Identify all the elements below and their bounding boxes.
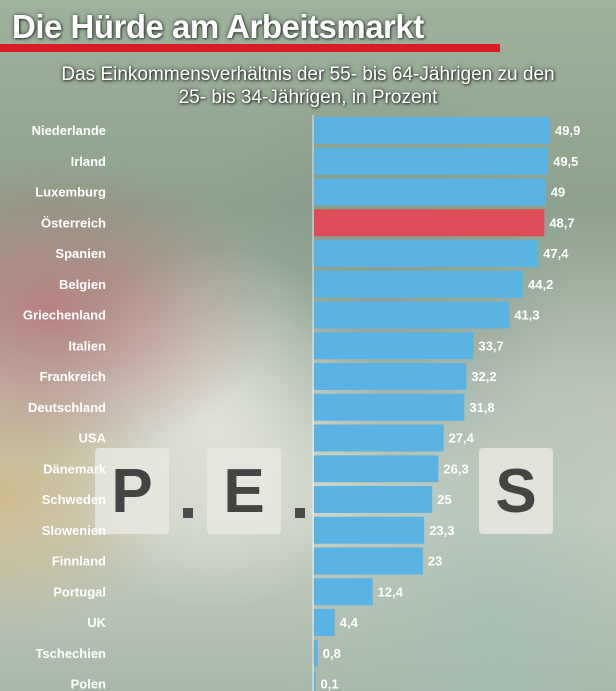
bar xyxy=(314,178,546,206)
category-label: Deutschland xyxy=(28,400,106,415)
bar xyxy=(314,547,423,575)
bar-highlighted xyxy=(314,209,545,237)
bar xyxy=(314,424,444,452)
value-label: 26,3 xyxy=(443,461,468,476)
category-label: Belgien xyxy=(59,277,106,292)
value-label: 4,4 xyxy=(340,615,359,630)
category-label: Slowenien xyxy=(42,523,106,538)
value-label: 27,4 xyxy=(449,431,475,446)
bar xyxy=(314,670,316,691)
category-label: Italien xyxy=(68,338,106,353)
value-label: 23,3 xyxy=(429,523,454,538)
letter-tile: E xyxy=(207,448,281,534)
category-label: Griechenland xyxy=(23,308,106,323)
bar xyxy=(314,332,474,360)
value-label: 32,2 xyxy=(471,369,496,384)
value-label: 48,7 xyxy=(549,215,574,230)
bar xyxy=(314,240,539,267)
category-label: Finnland xyxy=(52,554,106,569)
bar xyxy=(314,393,465,421)
category-label: Niederlande xyxy=(32,123,106,138)
bar xyxy=(314,117,550,144)
letter-tile: P xyxy=(95,448,169,534)
value-label: 25 xyxy=(437,492,451,507)
value-label: 0,8 xyxy=(323,646,341,661)
value-label: 0,1 xyxy=(321,677,339,691)
bar xyxy=(314,486,433,513)
category-label: Tschechien xyxy=(35,646,106,661)
bar xyxy=(314,639,318,667)
tile-dot xyxy=(183,508,193,518)
category-label: Irland xyxy=(71,154,106,169)
bar xyxy=(314,609,335,636)
category-label: Dänemark xyxy=(43,461,107,476)
category-label: Portugal xyxy=(53,584,106,599)
category-label: Spanien xyxy=(55,246,106,261)
value-label: 49 xyxy=(551,185,565,200)
bar xyxy=(314,578,373,606)
value-label: 12,4 xyxy=(378,584,404,599)
subtitle-line-1: Das Einkommensverhältnis der 55- bis 64-… xyxy=(61,64,555,85)
category-label: Luxemburg xyxy=(35,185,106,200)
letter-tile: S xyxy=(479,448,553,534)
bar xyxy=(314,270,524,298)
bar xyxy=(314,516,425,544)
chart-subtitle: Das Einkommensverhältnis der 55- bis 64-… xyxy=(0,63,616,109)
bar xyxy=(314,363,467,390)
chart-title: Die Hürde am Arbeitsmarkt xyxy=(12,8,424,45)
value-label: 44,2 xyxy=(528,277,553,292)
category-label: Schweden xyxy=(42,492,106,507)
value-label: 23 xyxy=(428,554,442,569)
background-letter-tiles: P E S xyxy=(95,440,615,540)
value-label: 31,8 xyxy=(469,400,494,415)
tile-dot xyxy=(295,508,305,518)
category-label: Österreich xyxy=(41,215,106,230)
category-label: Polen xyxy=(71,677,106,691)
subtitle-line-2: 25- bis 34-Jährigen, in Prozent xyxy=(178,87,438,108)
bar xyxy=(314,147,549,175)
value-label: 47,4 xyxy=(543,246,569,261)
value-label: 49,9 xyxy=(555,123,580,138)
value-label: 41,3 xyxy=(514,308,539,323)
bar xyxy=(314,301,510,329)
category-label: Frankreich xyxy=(40,369,107,384)
category-label: USA xyxy=(79,431,107,446)
bar xyxy=(314,455,439,483)
title-underline-bar xyxy=(0,44,500,52)
value-label: 33,7 xyxy=(478,338,503,353)
category-label: UK xyxy=(87,615,106,630)
value-label: 49,5 xyxy=(553,154,578,169)
